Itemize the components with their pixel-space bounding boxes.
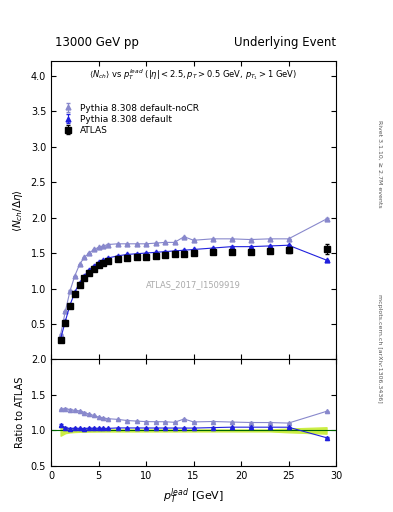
Text: Underlying Event: Underlying Event <box>234 36 336 49</box>
Y-axis label: Ratio to ATLAS: Ratio to ATLAS <box>15 377 25 449</box>
Text: mcplots.cern.ch [arXiv:1306.3436]: mcplots.cern.ch [arXiv:1306.3436] <box>377 294 382 402</box>
Text: Rivet 3.1.10, ≥ 2.7M events: Rivet 3.1.10, ≥ 2.7M events <box>377 120 382 208</box>
X-axis label: $p_T^{lead}$ [GeV]: $p_T^{lead}$ [GeV] <box>163 486 224 506</box>
Legend: Pythia 8.308 default-noCR, Pythia 8.308 default, ATLAS: Pythia 8.308 default-noCR, Pythia 8.308 … <box>59 102 201 137</box>
Text: $\langle N_{ch}\rangle$ vs $p_T^{lead}$ ($|\eta| < 2.5, p_T > 0.5$ GeV, $p_{T_1}: $\langle N_{ch}\rangle$ vs $p_T^{lead}$ … <box>90 68 298 82</box>
Y-axis label: $\langle N_{ch}/\Delta\eta\rangle$: $\langle N_{ch}/\Delta\eta\rangle$ <box>11 189 25 232</box>
Text: 13000 GeV pp: 13000 GeV pp <box>55 36 139 49</box>
Text: ATLAS_2017_I1509919: ATLAS_2017_I1509919 <box>146 281 241 289</box>
